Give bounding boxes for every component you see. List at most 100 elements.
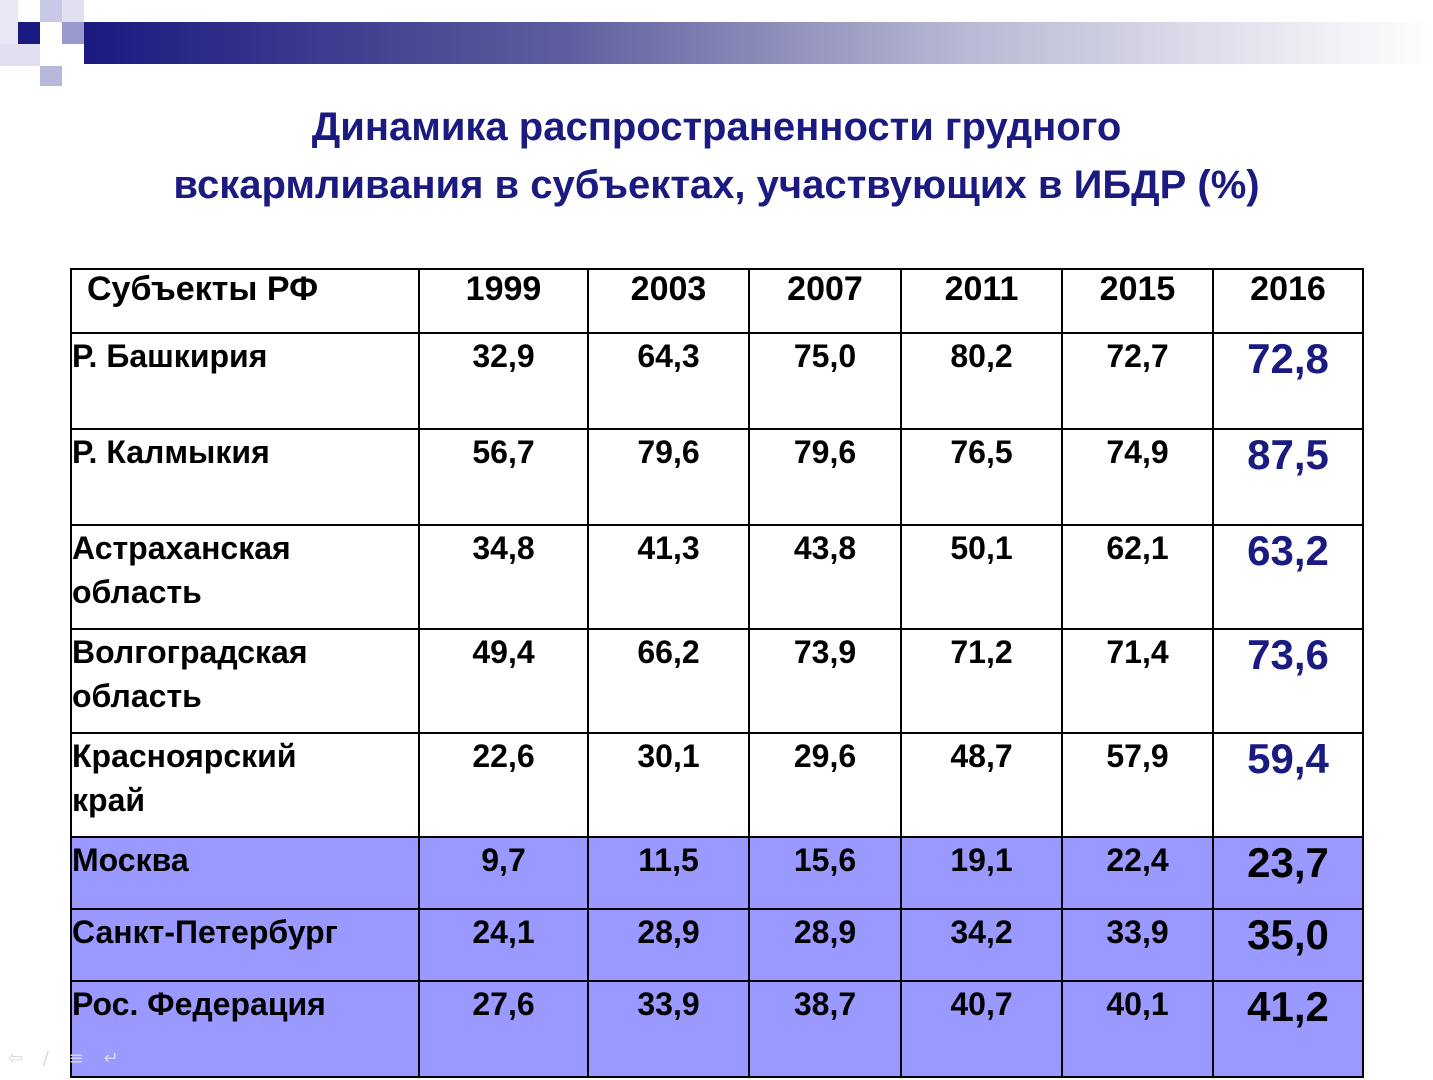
region-name: Санкт-Петербург: [70, 908, 420, 982]
region-name-line: Р. Башкирия: [72, 338, 268, 374]
region-name-line: Астраханская: [72, 530, 291, 566]
value-cell: 40,1: [1061, 980, 1214, 1078]
value-cell: 41,3: [587, 524, 750, 630]
region-name-line: область: [72, 574, 202, 610]
value-cell: 64,3: [587, 332, 750, 430]
value-cell: 15,6: [748, 836, 902, 910]
decor-square: [0, 0, 18, 44]
value-cell: 48,7: [900, 732, 1063, 838]
value-cell: 50,1: [900, 524, 1063, 630]
value-cell: 34,2: [900, 908, 1063, 982]
value-cell: 33,9: [587, 980, 750, 1078]
region-name: Рос. Федерация: [70, 980, 420, 1078]
table-row: Волгоградская область 49,4 66,2 73,9 71,2 71,4…: [70, 628, 1364, 734]
menu-icon[interactable]: ≡: [68, 1048, 84, 1069]
table-body: Р. Башкирия 32,9 64,3 75,0 80,2 72,7 72,8 Р. Ка…: [70, 332, 1364, 1078]
region-name: Р. Башкирия: [70, 332, 420, 430]
value-cell: 19,1: [900, 836, 1063, 910]
header-cell: 2011: [900, 268, 1063, 334]
value-cell: 73,9: [748, 628, 902, 734]
value-2016: 41,2: [1212, 980, 1364, 1078]
value-cell: 57,9: [1061, 732, 1214, 838]
value-cell: 33,9: [1061, 908, 1214, 982]
slide-title-line-1: Динамика распространенности грудного: [311, 105, 1122, 149]
region-name-line: Красноярский: [72, 738, 297, 774]
value-cell: 38,7: [748, 980, 902, 1078]
value-cell: 9,7: [418, 836, 589, 910]
value-cell: 76,5: [900, 428, 1063, 526]
region-name-line: Р. Калмыкия: [72, 434, 270, 470]
value-cell: 43,8: [748, 524, 902, 630]
value-cell: 62,1: [1061, 524, 1214, 630]
value-cell: 56,7: [418, 428, 589, 526]
table-header-row: Субъекты РФ 1999 2003 2007 2011 2015 201…: [70, 268, 1364, 334]
header-cell: 2015: [1061, 268, 1214, 334]
header-cell: Субъекты РФ: [70, 268, 420, 334]
value-cell: 71,4: [1061, 628, 1214, 734]
header-gradient-band: [84, 22, 1433, 64]
region-name-line: Санкт-Петербург: [72, 914, 338, 950]
header-cell: 1999: [418, 268, 589, 334]
value-cell: 28,9: [748, 908, 902, 982]
value-cell: 74,9: [1061, 428, 1214, 526]
value-cell: 24,1: [418, 908, 589, 982]
breastfeeding-table: Субъекты РФ 1999 2003 2007 2011 2015 201…: [70, 268, 1364, 1078]
value-cell: 75,0: [748, 332, 902, 430]
region-name: Красноярский край: [70, 732, 420, 838]
value-cell: 71,2: [900, 628, 1063, 734]
value-cell: 32,9: [418, 332, 589, 430]
value-cell: 11,5: [587, 836, 750, 910]
region-name-line: Рос. Федерация: [72, 986, 326, 1022]
value-cell: 30,1: [587, 732, 750, 838]
value-2016: 59,4: [1212, 732, 1364, 838]
slide-title: Динамика распространенности грудного вск…: [0, 98, 1433, 214]
value-cell: 22,4: [1061, 836, 1214, 910]
decor-square: [62, 22, 84, 44]
value-cell: 49,4: [418, 628, 589, 734]
return-icon[interactable]: ↵: [103, 1048, 119, 1069]
slide-nav-controls[interactable]: ⇦ ∕ ≡ ↵: [8, 1048, 133, 1070]
slide-title-line-2: вскармливания в субъектах, участвующих в…: [173, 163, 1260, 207]
decor-square: [18, 22, 40, 44]
value-2016: 23,7: [1212, 836, 1364, 910]
value-cell: 72,7: [1061, 332, 1214, 430]
region-name-line: область: [72, 678, 202, 714]
value-cell: 79,6: [587, 428, 750, 526]
region-name: Москва: [70, 836, 420, 910]
region-name-line: Волгоградская: [72, 634, 308, 670]
table-row: Москва 9,7 11,5 15,6 19,1 22,4 23,7: [70, 836, 1364, 910]
header-cell: 2016: [1212, 268, 1364, 334]
value-2016: 63,2: [1212, 524, 1364, 630]
region-name-line: Москва: [72, 842, 189, 878]
value-2016: 87,5: [1212, 428, 1364, 526]
value-cell: 28,9: [587, 908, 750, 982]
value-2016: 35,0: [1212, 908, 1364, 982]
decor-square: [40, 0, 62, 22]
table-row: Астраханская область 34,8 41,3 43,8 50,1 62,1 6…: [70, 524, 1364, 630]
value-cell: 40,7: [900, 980, 1063, 1078]
header-cell: 2003: [587, 268, 750, 334]
value-cell: 34,8: [418, 524, 589, 630]
region-name: Астраханская область: [70, 524, 420, 630]
value-cell: 79,6: [748, 428, 902, 526]
decor-square: [40, 66, 62, 86]
table-row: Красноярский край 22,6 30,1 29,6 48,7 57,9 59,4: [70, 732, 1364, 838]
region-name: Волгоградская область: [70, 628, 420, 734]
value-cell: 29,6: [748, 732, 902, 838]
table-row: Р. Башкирия 32,9 64,3 75,0 80,2 72,7 72,8: [70, 332, 1364, 430]
header-cell: 2007: [748, 268, 902, 334]
value-2016: 72,8: [1212, 332, 1364, 430]
region-name: Р. Калмыкия: [70, 428, 420, 526]
decor-square: [62, 0, 84, 22]
pen-icon[interactable]: ∕: [42, 1048, 49, 1069]
table-row: Р. Калмыкия 56,7 79,6 79,6 76,5 74,9 87,5: [70, 428, 1364, 526]
value-cell: 27,6: [418, 980, 589, 1078]
value-cell: 66,2: [587, 628, 750, 734]
decor-square: [0, 44, 40, 66]
value-cell: 22,6: [418, 732, 589, 838]
region-name-line: край: [72, 782, 146, 818]
table-row: Рос. Федерация 27,6 33,9 38,7 40,7 40,1 41,2: [70, 980, 1364, 1078]
table-row: Санкт-Петербург 24,1 28,9 28,9 34,2 33,9 35,0: [70, 908, 1364, 982]
value-cell: 80,2: [900, 332, 1063, 430]
arrow-left-icon[interactable]: ⇦: [8, 1048, 24, 1069]
